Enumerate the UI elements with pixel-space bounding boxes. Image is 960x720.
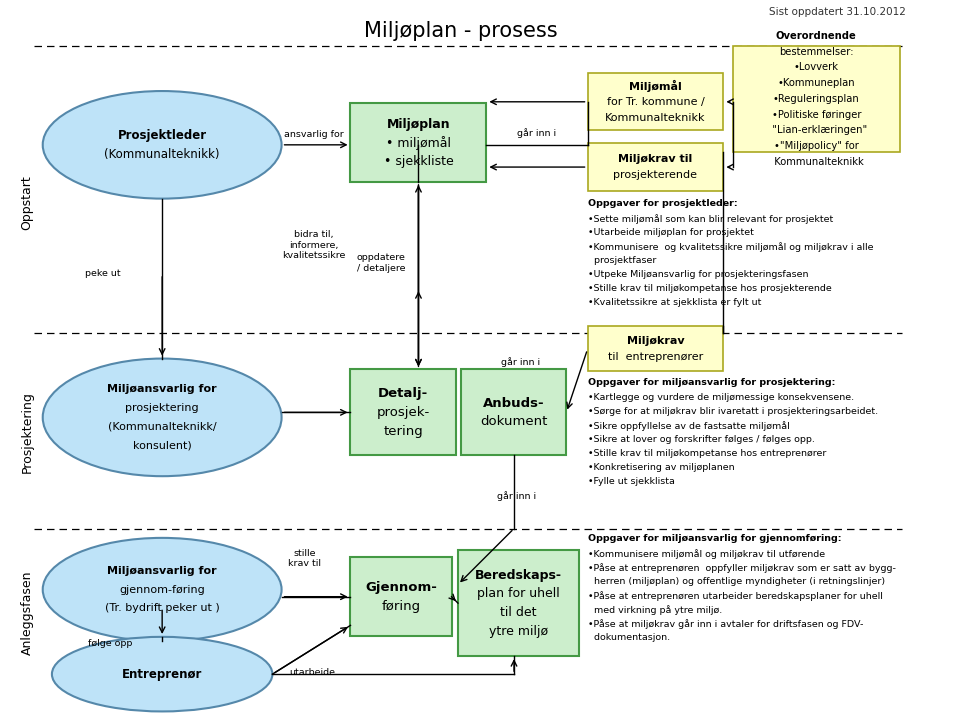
FancyBboxPatch shape [458, 550, 579, 656]
Text: Oppgaver for prosjektleder:: Oppgaver for prosjektleder: [588, 199, 737, 207]
Text: peke ut: peke ut [84, 269, 120, 279]
Text: følge opp: følge opp [87, 639, 132, 648]
Text: går inn i: går inn i [517, 127, 557, 138]
Text: bidra til,
informere,
kvalitetssikre: bidra til, informere, kvalitetssikre [282, 230, 346, 260]
FancyBboxPatch shape [350, 369, 456, 455]
FancyBboxPatch shape [588, 143, 724, 192]
Text: med virkning på ytre miljø.: med virkning på ytre miljø. [588, 605, 722, 615]
Text: •Utarbeide miljøplan for prosjektet: •Utarbeide miljøplan for prosjektet [588, 228, 754, 237]
Text: gjennom-føring: gjennom-føring [119, 585, 205, 595]
FancyBboxPatch shape [350, 103, 487, 182]
Text: Anbuds-: Anbuds- [483, 397, 544, 410]
Ellipse shape [43, 538, 281, 641]
Text: •Kommunisere  og kvalitetssikre miljømål og miljøkrav i alle: •Kommunisere og kvalitetssikre miljømål … [588, 242, 873, 252]
Text: •Politiske føringer: •Politiske føringer [772, 109, 861, 120]
Text: til det: til det [500, 606, 537, 619]
Text: Miljøplan - prosess: Miljøplan - prosess [364, 22, 558, 42]
Text: Anleggsfasen: Anleggsfasen [20, 570, 34, 654]
Text: Prosjektleder: Prosjektleder [117, 129, 206, 142]
Text: •Kommunisere miljømål og miljøkrav til utførende: •Kommunisere miljømål og miljøkrav til u… [588, 549, 825, 559]
Text: ansvarlig for: ansvarlig for [284, 130, 344, 139]
Text: Kommunalteknikk: Kommunalteknikk [605, 112, 706, 122]
Text: •Kommuneplan: •Kommuneplan [778, 78, 855, 88]
Text: (Tr. bydrift peker ut ): (Tr. bydrift peker ut ) [105, 603, 220, 613]
Text: dokument: dokument [480, 415, 547, 428]
Text: (Kommunalteknikk/: (Kommunalteknikk/ [108, 422, 216, 432]
Text: •Påse at entreprenøren  oppfyller miljøkrav som er satt av bygg-: •Påse at entreprenøren oppfyller miljøkr… [588, 563, 896, 573]
FancyBboxPatch shape [588, 326, 724, 372]
Ellipse shape [43, 359, 281, 476]
Text: "Lian-erklæringen": "Lian-erklæringen" [766, 125, 867, 135]
Text: Miljøkrav til: Miljøkrav til [618, 154, 692, 164]
Text: Miljøkrav: Miljøkrav [627, 336, 684, 346]
Text: bestemmelser:: bestemmelser: [779, 47, 853, 57]
Text: går inn i: går inn i [497, 491, 537, 501]
Text: •Påse at miljøkrav går inn i avtaler for driftsfasen og FDV-: •Påse at miljøkrav går inn i avtaler for… [588, 619, 863, 629]
Text: tering: tering [383, 425, 423, 438]
Text: Overordnende: Overordnende [776, 31, 856, 41]
Text: Oppgaver for miljøansvarlig for gjennomføring:: Oppgaver for miljøansvarlig for gjennomf… [588, 534, 841, 543]
Text: stille
krav til: stille krav til [288, 549, 321, 568]
FancyBboxPatch shape [732, 46, 900, 152]
Text: prosjektfaser: prosjektfaser [588, 256, 656, 265]
Text: prosjekterende: prosjekterende [613, 170, 698, 180]
Text: •Sørge for at miljøkrav blir ivaretatt i prosjekteringsarbeidet.: •Sørge for at miljøkrav blir ivaretatt i… [588, 408, 877, 416]
Text: • miljømål: • miljømål [386, 135, 451, 150]
Ellipse shape [52, 637, 273, 711]
Text: plan for uhell: plan for uhell [477, 588, 560, 600]
Text: for Tr. kommune /: for Tr. kommune / [607, 96, 705, 107]
Text: •Kartlegge og vurdere de miljømessige konsekvensene.: •Kartlegge og vurdere de miljømessige ko… [588, 393, 853, 402]
Text: konsulent): konsulent) [132, 441, 192, 450]
Text: går inn i: går inn i [501, 357, 540, 367]
Text: •Sikre at lover og forskrifter følges / følges opp.: •Sikre at lover og forskrifter følges / … [588, 436, 814, 444]
Text: dokumentasjon.: dokumentasjon. [588, 633, 670, 642]
Text: føring: føring [381, 600, 420, 613]
Text: • sjekkliste: • sjekkliste [384, 155, 453, 168]
Text: •Utpeke Miljøansvarlig for prosjekteringsfasen: •Utpeke Miljøansvarlig for prosjektering… [588, 270, 808, 279]
Text: Miljøansvarlig for: Miljøansvarlig for [108, 384, 217, 395]
Text: •Stille krav til miljøkompetanse hos entreprenører: •Stille krav til miljøkompetanse hos ent… [588, 449, 826, 459]
Text: Entreprenør: Entreprenør [122, 667, 203, 680]
Text: Miljømål: Miljømål [629, 80, 682, 92]
Text: Sist oppdatert 31.10.2012: Sist oppdatert 31.10.2012 [769, 7, 906, 17]
Text: herren (miljøplan) og offentlige myndigheter (i retningslinjer): herren (miljøplan) og offentlige myndigh… [588, 577, 884, 586]
Text: •"Miljøpolicy" for: •"Miljøpolicy" for [774, 141, 858, 151]
FancyBboxPatch shape [588, 73, 724, 130]
Text: Gjennom-: Gjennom- [365, 581, 437, 594]
Text: oppdatere
/ detaljere: oppdatere / detaljere [357, 253, 406, 273]
Text: ytre miljø: ytre miljø [489, 625, 548, 638]
Text: •Stille krav til miljøkompetanse hos prosjekterende: •Stille krav til miljøkompetanse hos pro… [588, 284, 831, 293]
Text: til  entreprenører: til entreprenører [608, 352, 703, 361]
Text: •Kvalitetssikre at sjekklista er fylt ut: •Kvalitetssikre at sjekklista er fylt ut [588, 298, 761, 307]
Text: •Reguleringsplan: •Reguleringsplan [773, 94, 859, 104]
Text: Prosjektering: Prosjektering [20, 391, 34, 472]
Text: Miljøansvarlig for: Miljøansvarlig for [108, 566, 217, 576]
Text: Beredskaps-: Beredskaps- [475, 569, 563, 582]
Text: (Kommunalteknikk): (Kommunalteknikk) [105, 148, 220, 161]
Text: •Konkretisering av miljøplanen: •Konkretisering av miljøplanen [588, 463, 734, 472]
Text: •Sikre oppfyllelse av de fastsatte miljømål: •Sikre oppfyllelse av de fastsatte miljø… [588, 421, 789, 431]
Text: Oppgaver for miljøansvarlig for prosjektering:: Oppgaver for miljøansvarlig for prosjekt… [588, 378, 835, 387]
Text: prosjektering: prosjektering [126, 403, 199, 413]
Text: Oppstart: Oppstart [20, 175, 34, 230]
Text: Kommunalteknikk: Kommunalteknikk [768, 157, 864, 167]
Text: •Sette miljømål som kan blir relevant for prosjektet: •Sette miljømål som kan blir relevant fo… [588, 214, 832, 224]
Text: Miljøplan: Miljøplan [387, 117, 450, 130]
Text: •Påse at entreprenøren utarbeider beredskapsplaner for uhell: •Påse at entreprenøren utarbeider bereds… [588, 591, 882, 600]
FancyBboxPatch shape [461, 369, 566, 455]
Text: •Fylle ut sjekklista: •Fylle ut sjekklista [588, 477, 674, 486]
Text: Detalj-: Detalj- [378, 387, 428, 400]
FancyBboxPatch shape [350, 557, 451, 636]
Text: •Lovverk: •Lovverk [794, 63, 839, 73]
Text: utarbeide: utarbeide [289, 668, 335, 678]
Text: prosjek-: prosjek- [376, 406, 430, 419]
Ellipse shape [43, 91, 281, 199]
